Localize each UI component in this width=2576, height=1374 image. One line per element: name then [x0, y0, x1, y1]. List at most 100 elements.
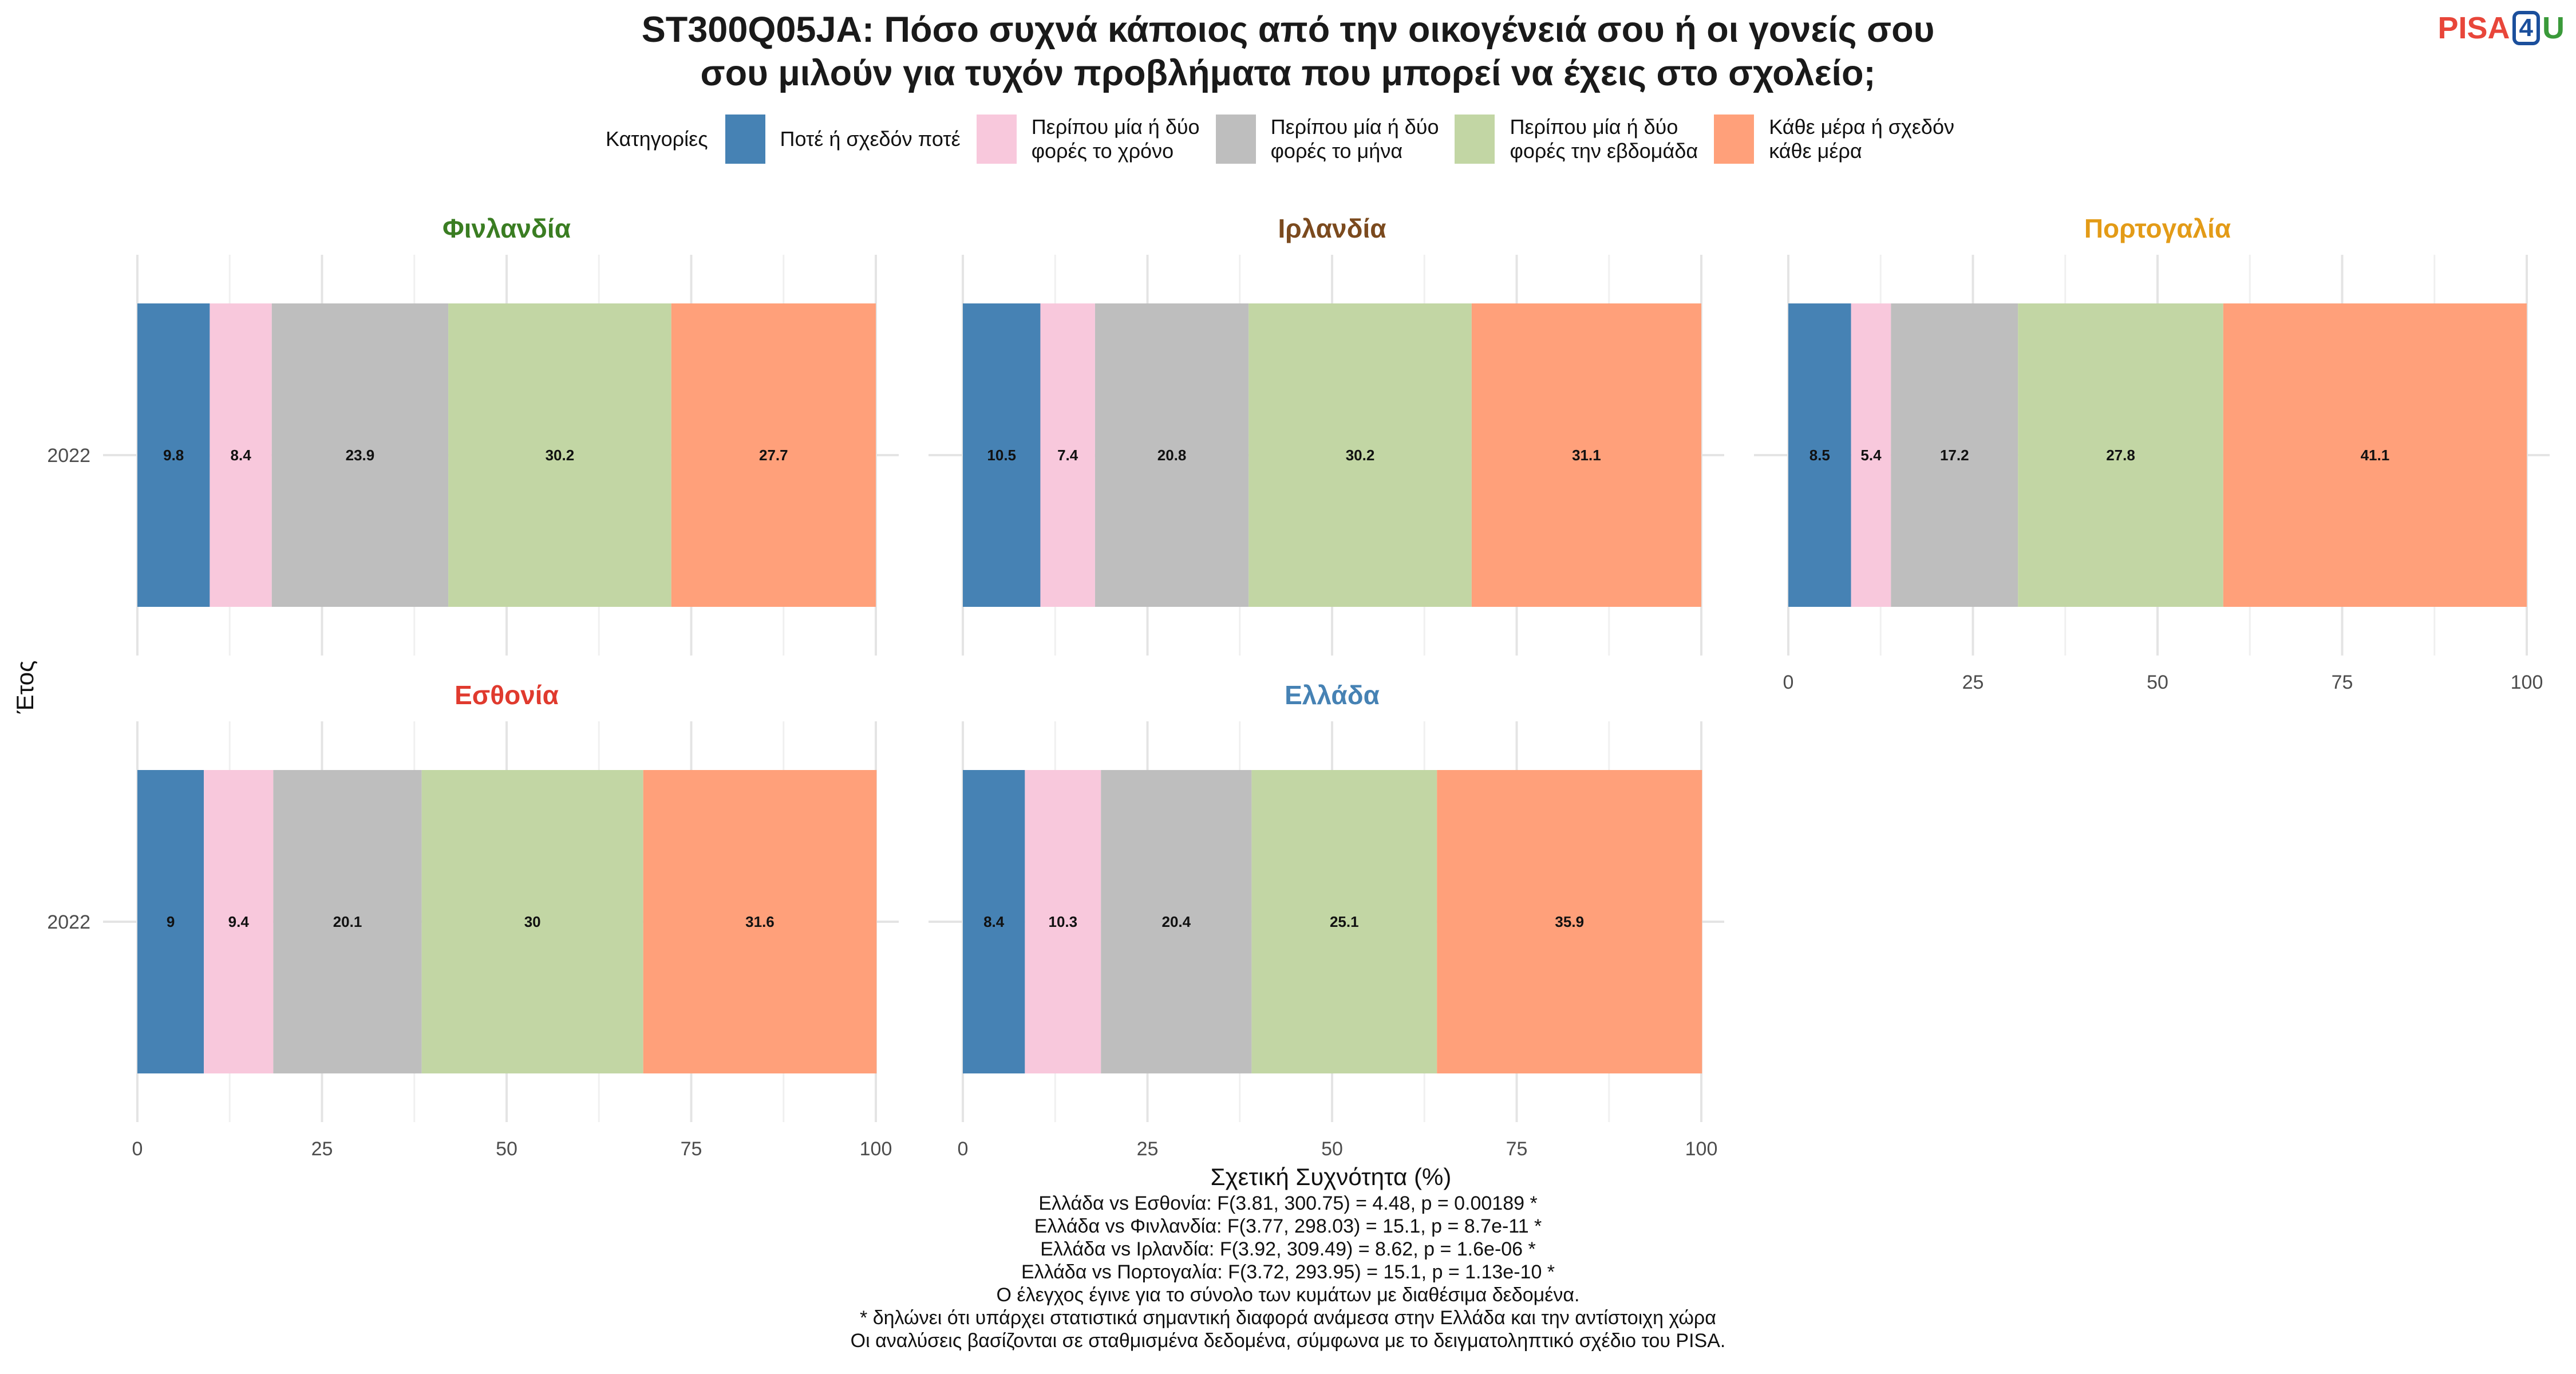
bar-segment [273, 770, 422, 1073]
logo-text-pisa: PISA [2437, 11, 2510, 45]
bar-value-label: 23.9 [346, 447, 375, 464]
bar-segment [448, 303, 671, 607]
bar-segment [643, 770, 877, 1073]
bar-segment [204, 770, 274, 1073]
bar-value-label: 8.4 [231, 447, 252, 464]
legend-swatch [725, 114, 765, 164]
bar-value-label: 9.4 [228, 913, 250, 930]
bar-segment [1040, 303, 1095, 607]
chart-title-line-1: ST300Q05JA: Πόσο συχνά κάποιος από την ο… [641, 10, 1935, 50]
x-tick-label: 100 [1685, 1138, 1718, 1160]
bar-segment [1788, 303, 1851, 607]
bar-segment [1437, 770, 1702, 1073]
bar-segment [1025, 770, 1101, 1073]
legend-item-monthly: Περίπου μία ή δύο φορές το μήνα [1215, 114, 1439, 164]
bar-value-label: 30.2 [1346, 447, 1375, 464]
bar-segment [1095, 303, 1249, 607]
panel-title: Ελλάδα [1285, 680, 1380, 710]
bar-value-label: 30 [524, 913, 541, 930]
y-tick-label: 2022 [47, 911, 90, 933]
bar-value-label: 41.1 [2361, 447, 2390, 464]
caption-line: * δηλώνει ότι υπάρχει στατιστικά σημαντι… [860, 1307, 1716, 1329]
x-tick-label: 50 [1321, 1138, 1343, 1160]
bar-value-label: 25.1 [1330, 913, 1359, 930]
panel-title: Φινλανδία [442, 214, 571, 243]
y-axis-title: Έτος [11, 661, 38, 714]
x-tick-label: 0 [958, 1138, 969, 1160]
x-axis-title: Σχετική Συχνότητα (%) [1211, 1163, 1452, 1190]
chart-caption: Ελλάδα vs Εσθονία: F(3.81, 300.75) = 4.4… [0, 1192, 2576, 1352]
bar-value-label: 8.5 [1809, 447, 1830, 464]
bar-segment [671, 303, 876, 607]
logo-text-u: U [2542, 11, 2565, 45]
bar-segment [1851, 303, 1891, 607]
caption-line: Ελλάδα vs Εσθονία: F(3.81, 300.75) = 4.4… [1038, 1193, 1538, 1214]
legend-label: Περίπου μία ή δύο φορές το χρόνο [1031, 115, 1200, 163]
bar-value-label: 27.7 [759, 447, 788, 464]
caption-line: Ελλάδα vs Φινλανδία: F(3.77, 298.03) = 1… [1034, 1215, 1542, 1237]
x-tick-label: 25 [311, 1138, 333, 1160]
pisa4u-logo: PISA 4 U [2437, 10, 2565, 46]
legend-swatch [1215, 114, 1256, 164]
panel-title: Ιρλανδία [1278, 214, 1386, 243]
legend-swatch [1714, 114, 1755, 164]
bar-segment [137, 303, 210, 607]
bar-segment [137, 770, 204, 1073]
legend-item-never: Ποτέ ή σχεδόν ποτέ [725, 114, 961, 164]
caption-line: Οι αναλύσεις βασίζονται σε σταθμισμένα δ… [850, 1330, 1726, 1352]
bar-value-label: 9 [167, 913, 175, 930]
bar-segment [963, 770, 1025, 1073]
x-tick-label: 75 [1506, 1138, 1528, 1160]
bar-segment [1471, 303, 1701, 607]
bar-segment [1249, 303, 1472, 607]
bar-value-label: 20.4 [1162, 913, 1191, 930]
caption-line: Ο έλεγχος έγινε για το σύνολο των κυμάτω… [996, 1284, 1580, 1306]
legend-item-weekly: Περίπου μία ή δύο φορές την εβδομάδα [1455, 114, 1698, 164]
bar-segment [421, 770, 643, 1073]
bar-value-label: 30.2 [546, 447, 575, 464]
bar-segment [271, 303, 449, 607]
x-tick-label: 0 [1783, 672, 1794, 693]
bar-value-label: 5.4 [1860, 447, 1882, 464]
bar-value-label: 31.6 [745, 913, 775, 930]
legend-label: Περίπου μία ή δύο φορές την εβδομάδα [1510, 115, 1698, 163]
bar-segment [2018, 303, 2223, 607]
x-tick-label: 100 [2511, 672, 2543, 693]
panel-title: Πορτογαλία [2084, 214, 2231, 243]
bar-value-label: 31.1 [1572, 447, 1601, 464]
logo-text-4: 4 [2512, 11, 2540, 45]
x-tick-label: 50 [2147, 672, 2168, 693]
bar-segment [1101, 770, 1252, 1073]
legend-label: Ποτέ ή σχεδόν ποτέ [780, 127, 961, 151]
x-tick-label: 50 [496, 1138, 517, 1160]
chart-title: ST300Q05JA: Πόσο συχνά κάποιος από την ο… [0, 8, 2576, 95]
bar-value-label: 8.4 [983, 913, 1005, 930]
bar-value-label: 20.1 [333, 913, 362, 930]
bar-value-label: 27.8 [2106, 447, 2135, 464]
legend-title: Κατηγορίες [606, 127, 708, 151]
legend-swatch [1455, 114, 1495, 164]
legend-item-daily: Κάθε μέρα ή σχεδόν κάθε μέρα [1714, 114, 1954, 164]
x-tick-label: 100 [860, 1138, 892, 1160]
bar-segment [210, 303, 272, 607]
legend-label: Περίπου μία ή δύο φορές το μήνα [1270, 115, 1439, 163]
y-tick-label: 2022 [47, 445, 90, 467]
x-tick-label: 75 [681, 1138, 702, 1160]
bar-value-label: 17.2 [1940, 447, 1969, 464]
caption-line: Ελλάδα vs Ιρλανδία: F(3.92, 309.49) = 8.… [1040, 1238, 1536, 1260]
bar-value-label: 35.9 [1555, 913, 1584, 930]
bar-segment [1251, 770, 1437, 1073]
bar-segment [1891, 303, 2018, 607]
caption-line: Ελλάδα vs Πορτογαλία: F(3.72, 293.95) = … [1021, 1261, 1555, 1283]
bar-value-label: 10.5 [987, 447, 1016, 464]
panel-title: Εσθονία [455, 680, 559, 710]
x-tick-label: 25 [1962, 672, 1984, 693]
legend-swatch [976, 114, 1017, 164]
bar-value-label: 9.8 [163, 447, 184, 464]
bar-value-label: 7.4 [1057, 447, 1078, 464]
bar-segment [2223, 303, 2527, 607]
x-tick-label: 0 [132, 1138, 143, 1160]
chart-legend: Κατηγορίες Ποτέ ή σχεδόν ποτέ Περίπου μί… [0, 114, 2576, 164]
bar-value-label: 20.8 [1157, 447, 1187, 464]
